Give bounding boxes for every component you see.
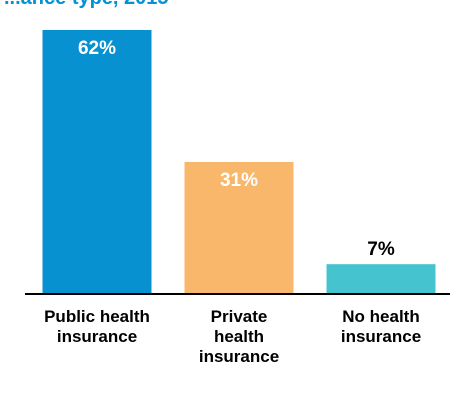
category-label-private: Private xyxy=(211,307,268,326)
value-label-none: 7% xyxy=(367,239,395,260)
category-labels-group: Public healthinsurancePrivatehealthinsur… xyxy=(44,307,421,366)
value-label-public: 62% xyxy=(78,38,116,59)
bar-none xyxy=(326,264,436,294)
value-label-private: 31% xyxy=(220,170,258,191)
value-labels-group: 62% 31% 7% xyxy=(78,38,395,260)
bars-group xyxy=(42,30,436,294)
chart-title: ...ance type, 2015 xyxy=(4,0,169,9)
category-label-none: insurance xyxy=(341,327,421,346)
category-label-private: insurance xyxy=(199,347,279,366)
bar-private xyxy=(184,162,294,294)
category-label-public: Public health xyxy=(44,307,150,326)
bar-public xyxy=(42,30,152,294)
category-label-public: insurance xyxy=(57,327,137,346)
category-label-private: health xyxy=(214,327,264,346)
category-label-none: No health xyxy=(342,307,419,326)
